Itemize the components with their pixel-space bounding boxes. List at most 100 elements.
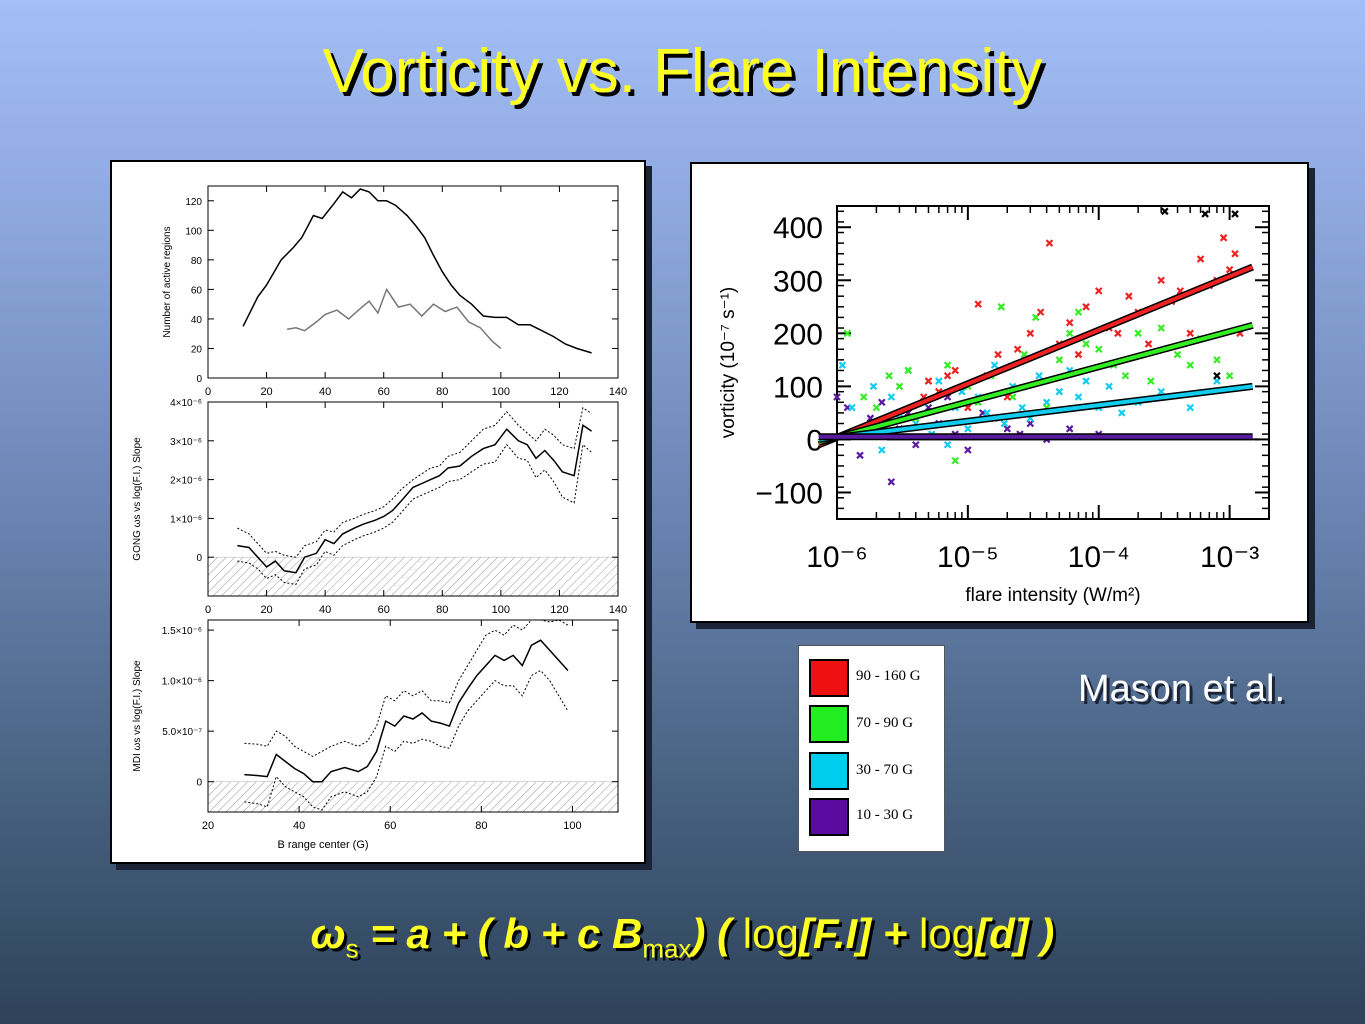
y-tick-label: 4×10⁻⁶ (170, 398, 202, 409)
left-figure-panel: 0 20 40 60 80 100 120 140 0 20 40 60 80 100 120 Number … (110, 160, 646, 864)
red-data-point (1013, 345, 1022, 354)
purple-data-point (878, 398, 886, 407)
green-data-point (885, 371, 893, 380)
red-data-point (1026, 329, 1035, 338)
cyan-data-point (1082, 377, 1090, 385)
legend-swatch-purple (809, 798, 849, 836)
plot-frame (207, 185, 619, 379)
red-fit-line (818, 265, 1254, 447)
red-data-point (1114, 329, 1122, 338)
green-data-point (1173, 350, 1182, 359)
green-data-point (1157, 324, 1165, 332)
x-tick-label: 0 (205, 604, 211, 616)
purple-data-point (833, 393, 841, 401)
negative-region-hatch (207, 556, 619, 597)
x-tick-label: 140 (609, 386, 627, 398)
cyan-data-point (1000, 419, 1009, 428)
x-tick-label: 80 (475, 820, 487, 832)
gong-slope-plot: 0 20 40 60 80 100 120 140 0 1×10⁻⁶ 2×10⁻⁶ 3×10⁻⁶ 4×1… (132, 398, 627, 616)
red-data-point (1231, 249, 1239, 258)
purple-data-point (856, 451, 864, 460)
legend-label: 30 - 70 G (856, 762, 914, 778)
cyan-data-point (1118, 409, 1126, 417)
green-data-point (943, 361, 952, 369)
y-tick-label: 100 (773, 371, 823, 404)
black-data-point (1201, 210, 1209, 218)
x-tick-label: 40 (319, 386, 331, 398)
formula-log1: log (742, 910, 799, 957)
y-tick-label: −100 (755, 477, 823, 510)
green-data-point (859, 393, 868, 401)
red-data-point (924, 377, 933, 385)
x-tick-label: 20 (202, 820, 214, 832)
cyan-data-point (943, 440, 952, 449)
y-tick-label: 60 (191, 285, 203, 296)
plot-frame (207, 401, 619, 597)
x-tick-label: 140 (609, 604, 627, 616)
red-data-point (1225, 265, 1234, 274)
formula-b-sub: max (642, 933, 692, 964)
y-tick-label: 0 (196, 778, 202, 789)
cyan-data-point (1074, 393, 1083, 401)
x-tick-label: 60 (384, 820, 396, 832)
y-tick-label: 80 (191, 256, 203, 267)
formula-arg1: [F.I] (798, 910, 872, 957)
cyan-data-point (1157, 387, 1165, 396)
black-data-point (1213, 371, 1221, 380)
y-axis-label: MDI ωs vs log(F.I.) Slope (132, 660, 143, 772)
red-data-point (1082, 303, 1090, 311)
y-tick-label: 1.5×10⁻⁶ (162, 626, 202, 637)
red-data-point (1196, 255, 1205, 263)
x-axis-label: B range center (G) (277, 839, 368, 851)
legend-swatch-red (809, 659, 849, 697)
red-data-point (1094, 287, 1103, 295)
x-tick-label: 0 (205, 386, 211, 398)
legend: 90 - 160 G 70 - 90 G 30 - 70 G 10 - 30 G (798, 645, 945, 852)
cyan-data-point (935, 377, 943, 385)
x-tick-label: 60 (378, 386, 390, 398)
x-tick-label: 120 (550, 604, 568, 616)
green-data-point (1031, 313, 1040, 322)
cyan-data-point (964, 425, 972, 433)
error-bound-line (244, 669, 569, 811)
y-tick-label: 120 (185, 197, 202, 208)
cyan-data-point (1186, 403, 1194, 412)
x-tick-label: 20 (260, 386, 272, 398)
cyan-data-point (887, 393, 896, 401)
x-tick-label: 100 (563, 820, 581, 832)
x-tick-label: 10⁻⁴ (1068, 541, 1130, 574)
green-data-point (1225, 371, 1234, 380)
y-tick-label: 1.0×10⁻⁶ (162, 677, 202, 688)
y-tick-label: 400 (773, 212, 823, 245)
plot-frame (207, 619, 619, 813)
green-data-point (1213, 356, 1221, 364)
red-data-point (1065, 318, 1074, 327)
x-tick-label: 10⁻⁶ (806, 541, 868, 574)
y-tick-label: 0 (196, 374, 202, 385)
x-tick-label: 60 (378, 604, 390, 616)
y-tick-label: 100 (185, 226, 202, 237)
slope-line (237, 424, 593, 574)
y-tick-label: 1×10⁻⁶ (170, 514, 202, 525)
red-data-point (1074, 350, 1083, 359)
purple-data-point (887, 478, 896, 486)
formula-arg2: [d] (975, 910, 1029, 957)
x-axis-label: flare intensity (W/m²) (965, 585, 1140, 606)
y-tick-label: 2×10⁻⁶ (170, 476, 202, 487)
right-figure-panel: 10⁻⁶ 10⁻⁵ 10⁻⁴ 10⁻³ −100 0 100 200 300 400 flare i… (690, 162, 1309, 623)
green-data-point (904, 366, 912, 375)
legend-label: 70 - 90 G (856, 715, 914, 731)
legend-swatch-cyan (809, 752, 849, 790)
cyan-data-point (869, 382, 878, 391)
green-data-point (997, 303, 1006, 311)
mdi-slope-plot: 20 40 60 80 100 0 5.0×10⁻⁷ 1.0×10⁻⁶ 1.5×10⁻⁶ MDI … (132, 619, 619, 851)
red-data-point (1157, 276, 1165, 285)
red-data-point (943, 371, 952, 380)
cyan-data-point (990, 361, 999, 369)
total-regions-line (242, 188, 592, 354)
error-bound-line (244, 619, 569, 757)
left-figure: 0 20 40 60 80 100 120 140 0 20 40 60 80 100 120 Number … (132, 185, 627, 851)
red-data-point (1036, 308, 1045, 316)
y-tick-label: 0 (806, 424, 823, 457)
green-data-point (1134, 329, 1142, 338)
